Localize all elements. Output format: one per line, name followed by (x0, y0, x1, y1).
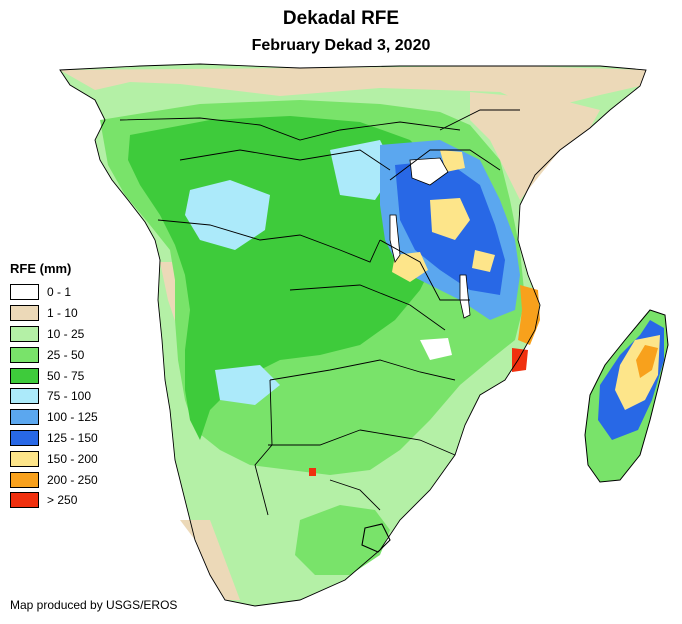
legend-item: 150 - 200 (10, 448, 98, 469)
legend-label: 25 - 50 (47, 347, 85, 362)
legend-label: 0 - 1 (47, 285, 72, 300)
legend-item: 1 - 10 (10, 303, 98, 324)
rain-150-200-d (472, 250, 495, 272)
legend-swatch (10, 305, 39, 322)
lake-tanganyika (389, 214, 401, 263)
legend-item: 50 - 75 (10, 365, 98, 386)
legend-item: > 250 (10, 490, 98, 511)
lake-victoria (409, 157, 449, 186)
legend-item: 25 - 50 (10, 344, 98, 365)
rain-over-250-coast (512, 348, 528, 372)
map-title: Dekadal RFE (282, 8, 400, 29)
legend-label: 10 - 25 (47, 326, 85, 341)
legend-label: 125 - 150 (47, 430, 98, 445)
legend-swatch (10, 325, 39, 342)
legend-label: 100 - 125 (47, 410, 98, 425)
dry-zone-north (60, 66, 646, 110)
legend-swatch (10, 367, 39, 384)
legend-item: 125 - 150 (10, 428, 98, 449)
rain-over-250-spot (309, 468, 316, 476)
rain-25-50-south (295, 505, 390, 575)
map-subtitle: February Dekad 3, 2020 (251, 37, 431, 54)
madagascar-heavy-orange (636, 345, 658, 378)
legend-item: 75 - 100 (10, 386, 98, 407)
lake-malawi (459, 274, 471, 319)
rain-75-100-south (215, 365, 280, 405)
map-credit: Map produced by USGS/EROS (10, 598, 178, 612)
legend-swatch (10, 409, 39, 426)
rain-75-100-central (330, 140, 395, 200)
legend-swatch (10, 450, 39, 467)
legend-swatch (10, 346, 39, 363)
legend-swatch (10, 388, 39, 405)
rain-150-200-c (440, 150, 465, 172)
kalahari-white-patch (420, 338, 452, 360)
legend-label: 1 - 10 (47, 306, 78, 321)
legend-swatch (10, 492, 39, 509)
legend-item: 200 - 250 (10, 469, 98, 490)
legend-title: RFE (mm) (10, 261, 72, 276)
rain-150-200-b (392, 252, 428, 282)
legend-label: 50 - 75 (47, 368, 85, 383)
legend: RFE (mm) 0 - 1 1 - 10 10 - 25 25 - 50 50 - 7… (10, 261, 98, 511)
legend-label: > 250 (47, 493, 78, 508)
lesotho-border (361, 523, 391, 553)
legend-item: 10 - 25 (10, 324, 98, 345)
rain-150-200-a (430, 198, 470, 240)
legend-swatch (10, 284, 39, 301)
legend-label: 150 - 200 (47, 451, 98, 466)
legend-label: 200 - 250 (47, 472, 98, 487)
legend-label: 75 - 100 (47, 389, 92, 404)
rain-75-100-west (185, 180, 270, 250)
legend-swatch (10, 471, 39, 488)
country-borders (59, 63, 647, 607)
dry-zone-horn (470, 92, 600, 200)
legend-item: 100 - 125 (10, 407, 98, 428)
legend-swatch (10, 429, 39, 446)
legend-item: 0 - 1 (10, 282, 98, 303)
